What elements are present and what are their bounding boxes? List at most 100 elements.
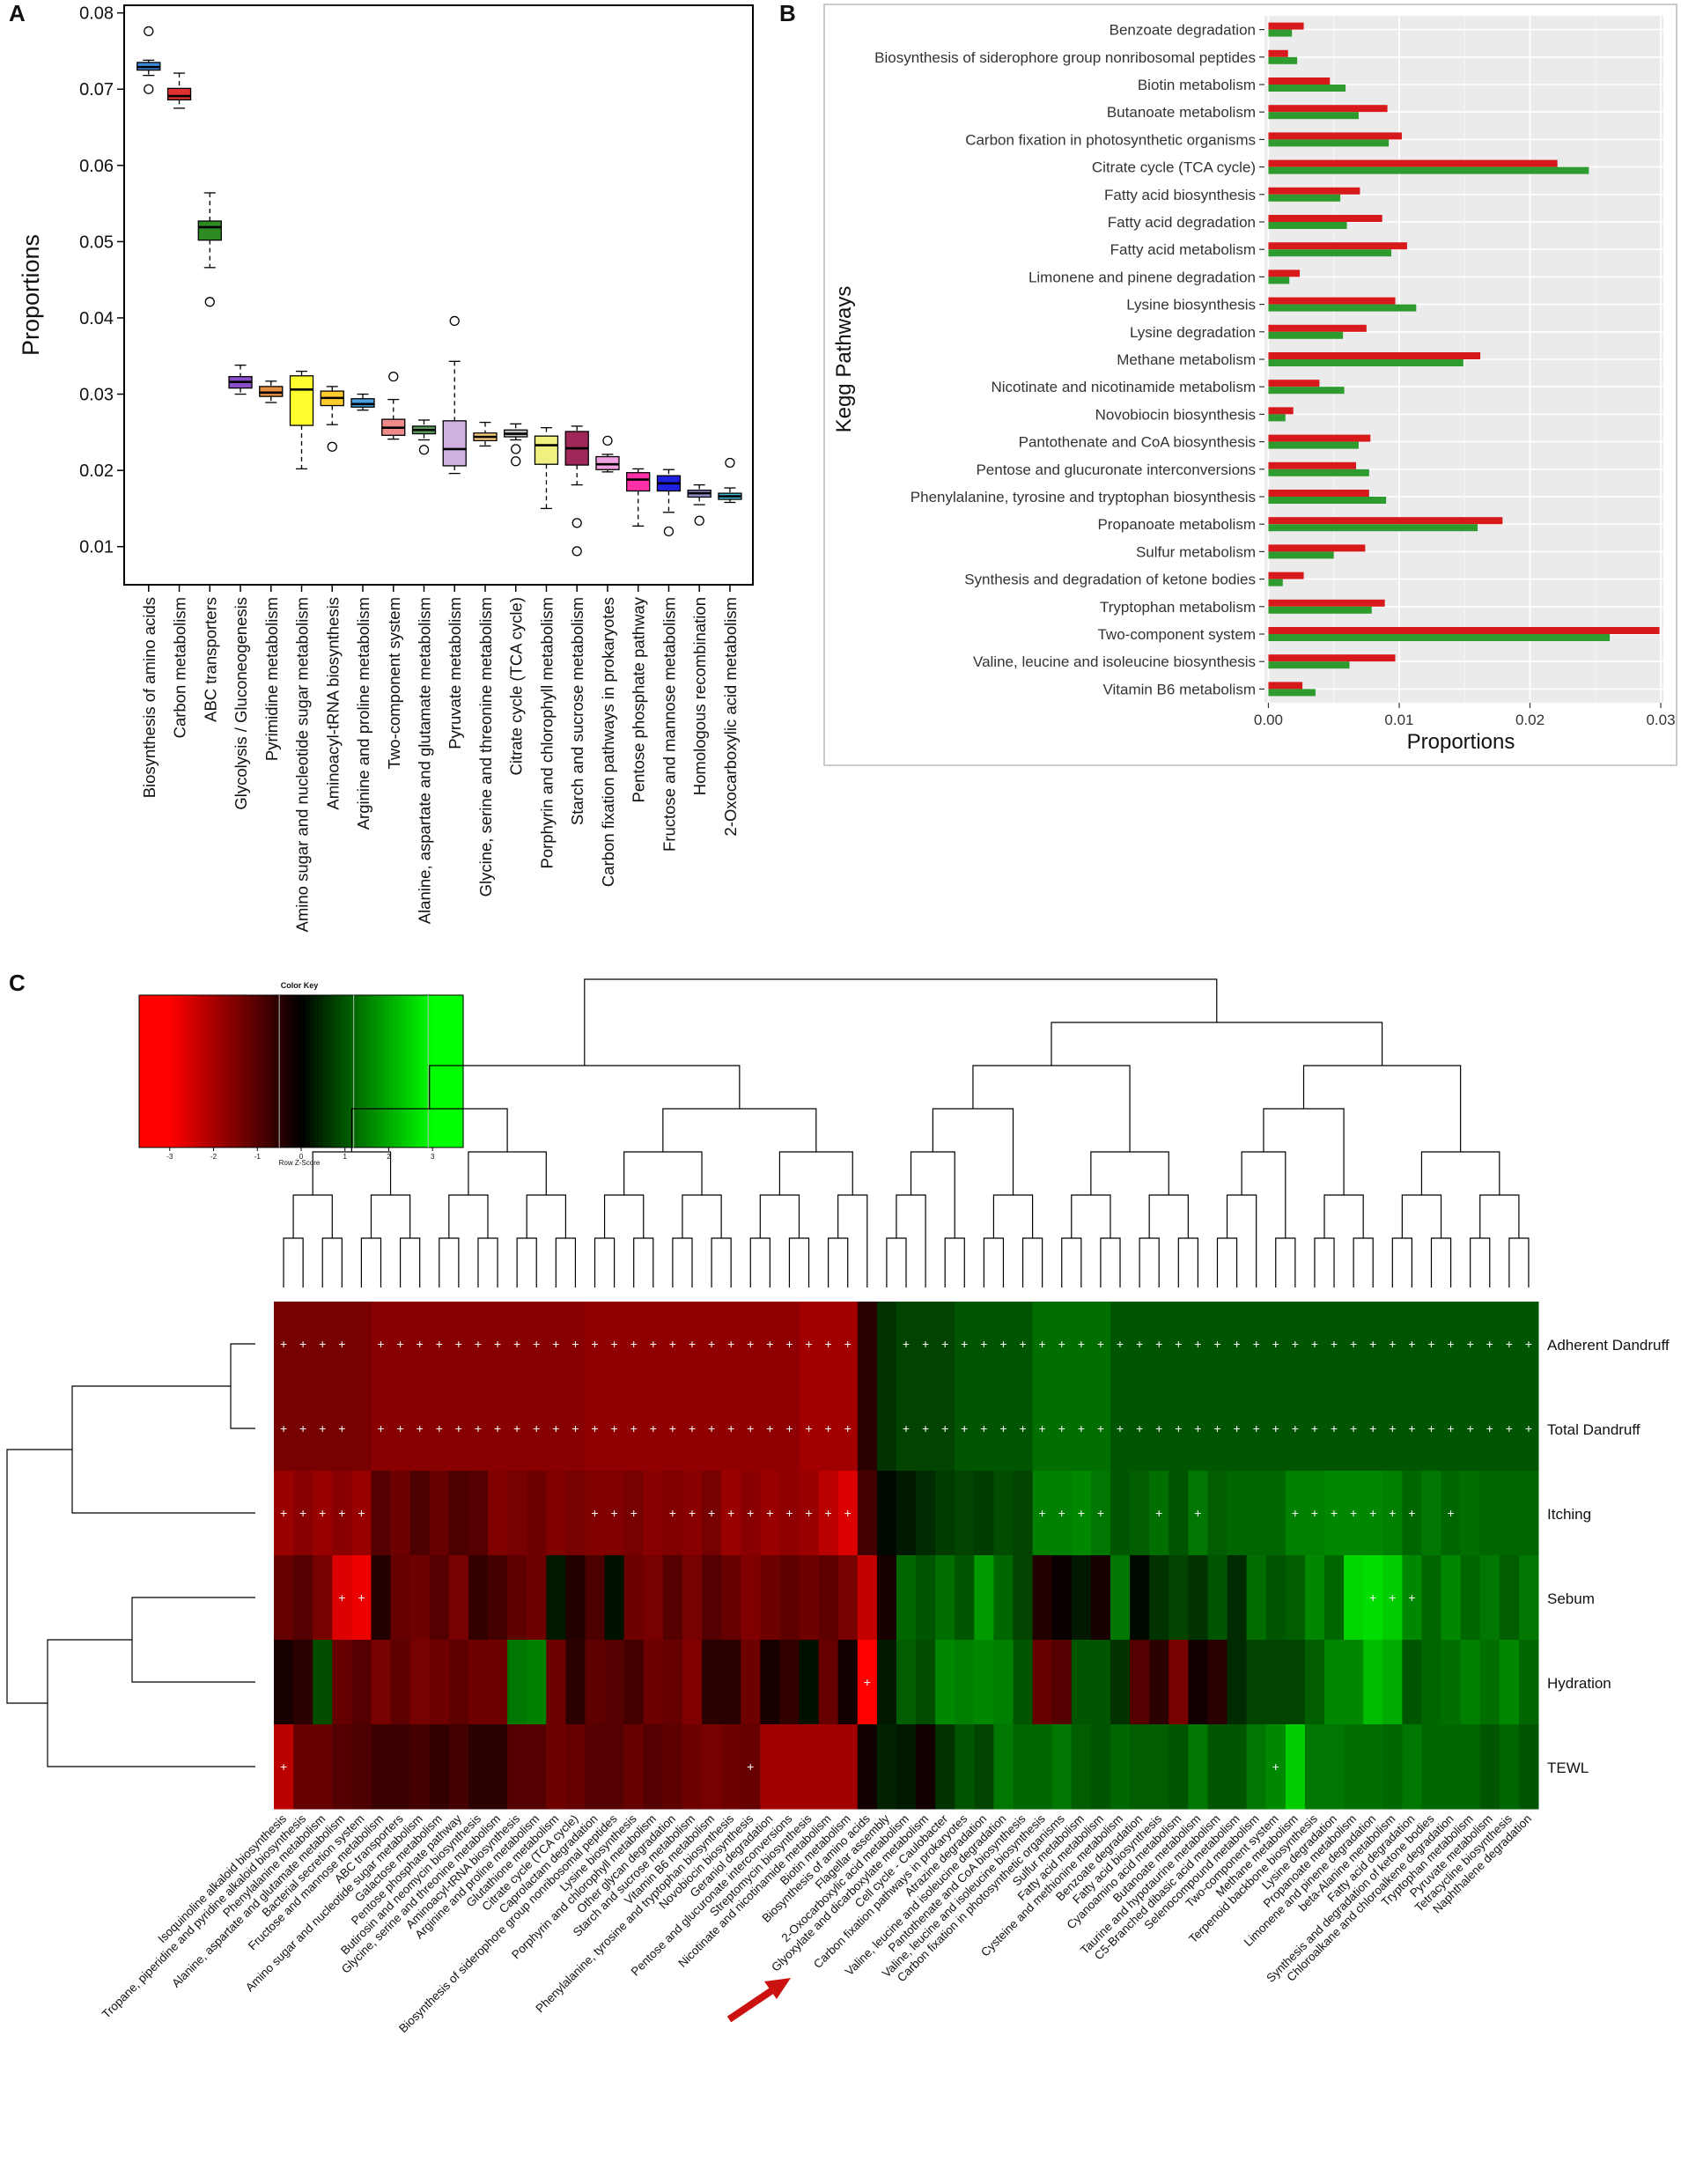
heatmap-cell — [1188, 1471, 1208, 1556]
heatmap-marker: + — [1078, 1337, 1085, 1351]
panel-a-box — [534, 426, 559, 510]
heatmap-cell — [1441, 1471, 1462, 1556]
heatmap-cell — [565, 1724, 586, 1810]
heatmap-marker: + — [630, 1506, 638, 1520]
panel-a-box — [718, 457, 742, 504]
heatmap-marker: + — [922, 1421, 929, 1435]
heatmap-cell — [409, 1555, 431, 1641]
heatmap-cell — [1499, 1640, 1520, 1725]
panel-a-y-tick-label: 0.01 — [79, 538, 114, 557]
heatmap-cell — [682, 1640, 703, 1725]
color-key-segment — [366, 995, 372, 1147]
heatmap-cell — [1323, 1471, 1345, 1556]
box-iqr — [197, 220, 222, 241]
panel-b-category-label: Lysine biosynthesis — [1126, 297, 1256, 314]
heatmap-cell — [760, 1386, 780, 1472]
heatmap-cell — [1149, 1555, 1169, 1641]
heatmap-cell — [1207, 1386, 1228, 1472]
outlier-point — [327, 441, 337, 452]
heatmap-marker: + — [1427, 1421, 1434, 1435]
heatmap-marker: + — [825, 1506, 832, 1520]
panel-b-bar — [1268, 56, 1298, 64]
color-key-segment — [459, 995, 464, 1147]
heatmap-cell — [1110, 1302, 1131, 1387]
heatmap-cell — [1090, 1302, 1111, 1387]
heatmap-cell — [351, 1555, 372, 1641]
heatmap-marker: + — [494, 1421, 501, 1435]
heatmap-cell — [837, 1302, 859, 1387]
heatmap-cell — [662, 1555, 683, 1641]
panel-b-bar — [1268, 249, 1392, 257]
heatmap-cell — [896, 1640, 917, 1725]
heatmap-marker: + — [1097, 1506, 1104, 1520]
heatmap-cell — [507, 1302, 527, 1387]
heatmap-cell — [1499, 1471, 1520, 1556]
heatmap-marker: + — [747, 1760, 754, 1774]
heatmap-marker: + — [494, 1337, 501, 1351]
heatmap-cell — [760, 1471, 780, 1556]
column-dendrogram-link — [828, 1237, 849, 1288]
panel-b-bar — [1268, 215, 1382, 222]
heatmap-marker: + — [611, 1421, 618, 1435]
heatmap-marker: + — [1408, 1506, 1415, 1520]
heatmap-markers: + + + + + + + + + + + + + + + + + + + + + + + + + + + + + + + + + + + + + + + +… — [280, 1337, 1532, 1774]
heatmap-cell — [1344, 1555, 1364, 1641]
row-dendrogram-link — [230, 1343, 255, 1429]
heatmap-cell — [293, 1386, 313, 1472]
row-dendrogram-link — [131, 1597, 255, 1683]
heatmap-cell — [1246, 1640, 1267, 1725]
heatmap-cell — [916, 1555, 936, 1641]
heatmap-cell — [1479, 1471, 1500, 1556]
panel-b-bar — [1268, 579, 1283, 587]
color-key-segment — [262, 995, 267, 1147]
heatmap-cell — [1499, 1386, 1520, 1472]
column-dendrogram-link — [896, 1194, 926, 1288]
heatmap-marker: + — [1058, 1421, 1065, 1435]
heatmap-cell — [468, 1471, 489, 1556]
heatmap-cell — [876, 1640, 897, 1725]
color-key: Color Key -3 -2 -1 0 1 2 3 Row Z-Score — [138, 981, 464, 1167]
heatmap-marker: + — [1311, 1337, 1318, 1351]
heatmap-cell — [1110, 1386, 1131, 1472]
heatmap-cell — [721, 1555, 741, 1641]
panel-b-bar — [1268, 490, 1369, 497]
heatmap-cell — [1149, 1640, 1169, 1725]
heatmap-cell — [662, 1640, 683, 1725]
heatmap-cell — [1421, 1471, 1442, 1556]
heatmap-marker: + — [1369, 1337, 1376, 1351]
heatmap-marker: + — [1155, 1337, 1162, 1351]
heatmap-marker: + — [1253, 1421, 1260, 1435]
panel-b-bar — [1268, 689, 1316, 697]
heatmap-cell — [1285, 1724, 1306, 1810]
panel-b-bar — [1268, 544, 1366, 552]
outlier-point — [204, 297, 215, 307]
heatmap-marker: + — [650, 1421, 657, 1435]
heatmap-marker: + — [1447, 1506, 1454, 1520]
heatmap-cell — [935, 1724, 955, 1810]
panel-b-category-label: Limonene and pinene degradation — [1029, 269, 1256, 285]
color-key-segment — [231, 995, 237, 1147]
column-dendrogram-link — [350, 1108, 508, 1152]
panel-b-bar — [1268, 387, 1345, 395]
color-key-tick-label: -2 — [210, 1153, 217, 1161]
heatmap-cell — [313, 1640, 333, 1725]
heatmap-marker: + — [1506, 1421, 1513, 1435]
heatmap-marker: + — [1194, 1421, 1201, 1435]
panel-b-bar — [1268, 22, 1304, 30]
heatmap-cell — [837, 1471, 859, 1556]
column-dendrogram-link — [672, 1237, 693, 1288]
heatmap-cell — [1304, 1386, 1325, 1472]
heatmap-cell — [332, 1471, 352, 1556]
heatmap-marker: + — [844, 1337, 852, 1351]
heatmap-marker: + — [338, 1337, 345, 1351]
heatmap-cell — [741, 1386, 761, 1472]
row-dendrogram-link — [6, 1449, 72, 1704]
panel-b-bar — [1268, 187, 1360, 195]
heatmap-cell — [313, 1386, 333, 1472]
color-key-segment — [288, 995, 293, 1147]
heatmap-cell — [1110, 1724, 1131, 1810]
color-key-segment — [187, 995, 193, 1147]
heatmap-cell — [293, 1640, 313, 1725]
column-dendrogram-link — [932, 1108, 1014, 1195]
heatmap-marker: + — [844, 1506, 852, 1520]
